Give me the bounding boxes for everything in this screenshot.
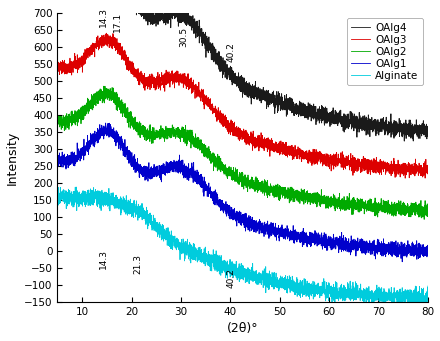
- OAlg3: [210, 111, 216, 115]
- OAlg2: [425, 214, 430, 218]
- OAlg3: [425, 166, 430, 170]
- OAlg1: [400, 260, 405, 264]
- Text: 40.2: 40.2: [227, 268, 236, 288]
- OAlg2: [55, 122, 60, 126]
- OAlg2: [213, 156, 219, 160]
- Alginate: [324, 280, 329, 284]
- X-axis label: (2θ)°: (2θ)°: [227, 323, 258, 336]
- OAlg2: [324, 200, 329, 204]
- Line: OAlg2: OAlg2: [58, 86, 428, 219]
- OAlg1: [425, 252, 430, 256]
- OAlg1: [396, 255, 401, 259]
- Alginate: [414, 294, 419, 298]
- OAlg1: [324, 237, 329, 241]
- Text: 14.3: 14.3: [99, 249, 108, 269]
- OAlg4: [425, 125, 430, 130]
- OAlg2: [210, 156, 216, 160]
- OAlg4: [324, 112, 329, 116]
- Alginate: [381, 306, 386, 310]
- OAlg4: [231, 76, 236, 80]
- OAlg2: [396, 203, 401, 207]
- OAlg3: [231, 122, 236, 126]
- Text: 21.3: 21.3: [133, 254, 143, 275]
- OAlg3: [414, 164, 419, 168]
- OAlg3: [213, 110, 219, 115]
- OAlg3: [403, 176, 408, 180]
- Legend: OAlg4, OAlg3, OAlg2, OAlg1, Alginate: OAlg4, OAlg3, OAlg2, OAlg1, Alginate: [347, 18, 423, 85]
- OAlg2: [101, 84, 106, 88]
- OAlg4: [213, 51, 219, 56]
- OAlg1: [231, 211, 236, 216]
- Text: 14.3: 14.3: [99, 7, 108, 27]
- OAlg3: [55, 61, 60, 65]
- OAlg2: [231, 165, 236, 169]
- Alginate: [74, 185, 79, 189]
- OAlg4: [402, 139, 407, 143]
- OAlg1: [414, 239, 419, 243]
- Alginate: [55, 193, 60, 197]
- Line: OAlg1: OAlg1: [58, 123, 428, 262]
- Y-axis label: Intensity: Intensity: [6, 131, 18, 185]
- OAlg4: [414, 128, 419, 132]
- Alginate: [396, 292, 401, 296]
- Alginate: [425, 284, 430, 288]
- Text: 30.5: 30.5: [179, 27, 188, 47]
- Alginate: [213, 249, 219, 253]
- OAlg3: [104, 31, 109, 35]
- OAlg2: [414, 202, 419, 206]
- OAlg1: [210, 190, 216, 194]
- Alginate: [210, 261, 216, 265]
- Alginate: [231, 266, 236, 270]
- OAlg4: [396, 122, 401, 126]
- Line: OAlg4: OAlg4: [58, 0, 428, 141]
- OAlg1: [103, 121, 108, 125]
- OAlg4: [210, 53, 216, 57]
- Line: Alginate: Alginate: [58, 187, 428, 308]
- OAlg1: [213, 197, 219, 201]
- OAlg3: [396, 163, 401, 167]
- OAlg1: [55, 154, 60, 158]
- OAlg2: [422, 217, 427, 221]
- Text: 17.1: 17.1: [113, 12, 122, 32]
- Line: OAlg3: OAlg3: [58, 33, 428, 178]
- Text: 40.2: 40.2: [227, 43, 236, 62]
- OAlg3: [324, 158, 329, 162]
